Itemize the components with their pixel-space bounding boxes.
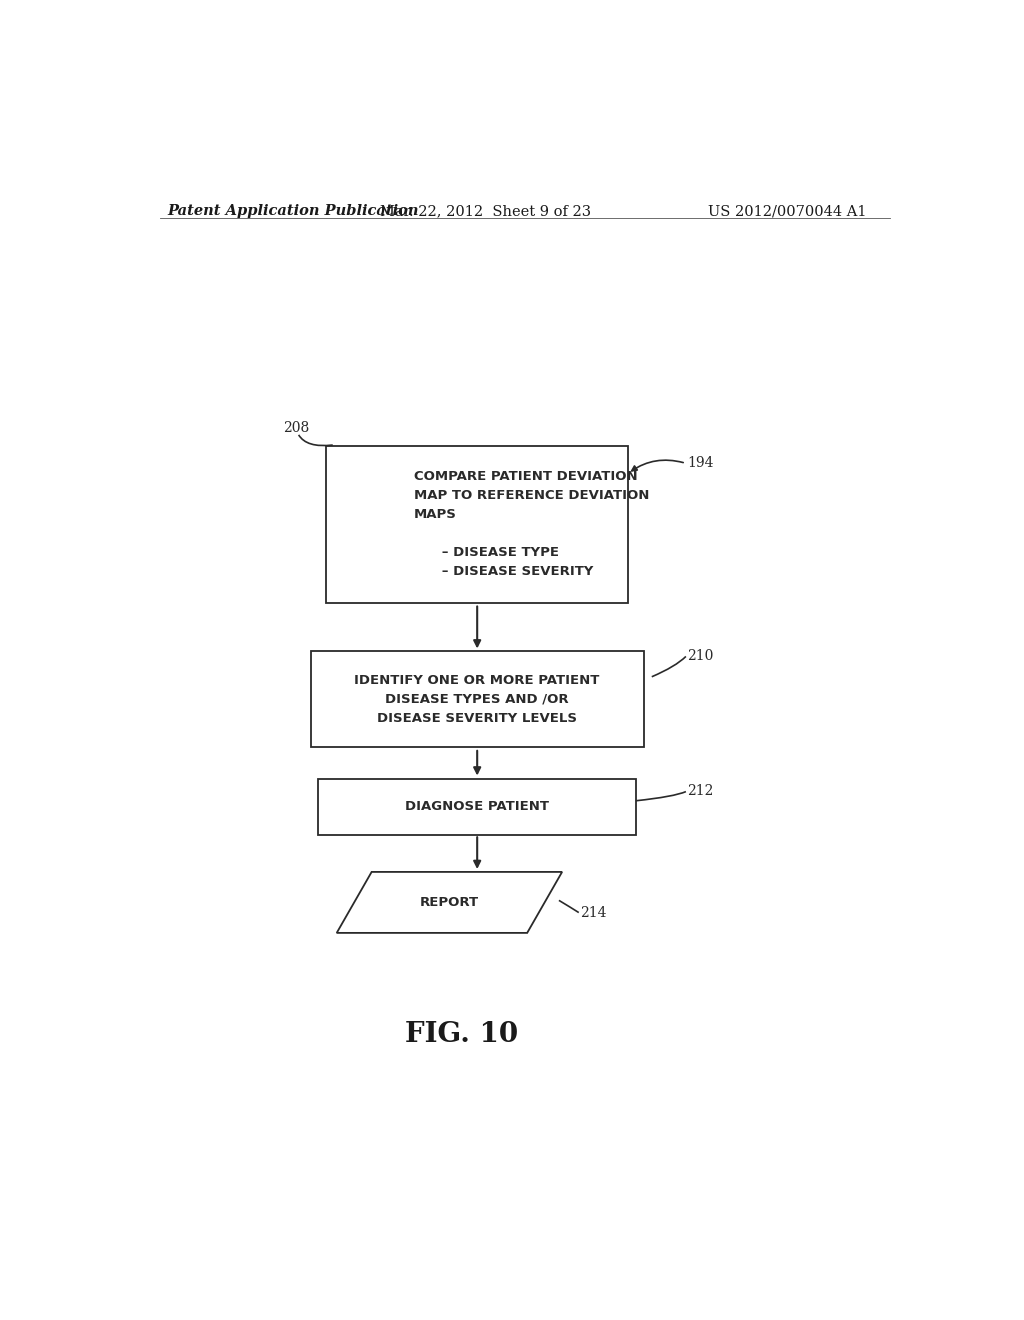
Text: 210: 210: [687, 649, 714, 664]
Text: FIG. 10: FIG. 10: [404, 1022, 518, 1048]
Text: US 2012/0070044 A1: US 2012/0070044 A1: [708, 205, 866, 218]
Text: 212: 212: [687, 784, 714, 797]
Bar: [318, 779, 636, 834]
Text: DIAGNOSE PATIENT: DIAGNOSE PATIENT: [406, 800, 549, 813]
Text: 214: 214: [581, 906, 607, 920]
Text: 208: 208: [283, 421, 309, 434]
Text: Mar. 22, 2012  Sheet 9 of 23: Mar. 22, 2012 Sheet 9 of 23: [380, 205, 591, 218]
Text: COMPARE PATIENT DEVIATION
MAP TO REFERENCE DEVIATION
MAPS

      – DISEASE TYPE
: COMPARE PATIENT DEVIATION MAP TO REFEREN…: [414, 470, 649, 578]
Text: REPORT: REPORT: [420, 896, 479, 909]
Text: IDENTIFY ONE OR MORE PATIENT
DISEASE TYPES AND /OR
DISEASE SEVERITY LEVELS: IDENTIFY ONE OR MORE PATIENT DISEASE TYP…: [354, 673, 600, 725]
Polygon shape: [337, 873, 562, 933]
Text: 194: 194: [687, 457, 714, 470]
Text: Patent Application Publication: Patent Application Publication: [168, 205, 419, 218]
Bar: [310, 651, 644, 747]
Bar: [327, 446, 628, 603]
